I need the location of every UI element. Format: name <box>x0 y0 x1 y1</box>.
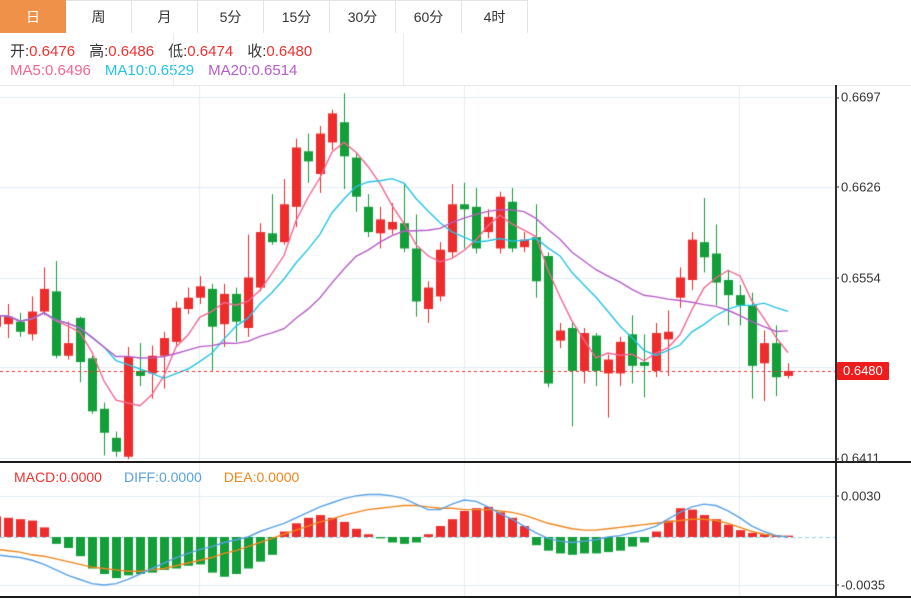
low-label: 低: <box>168 43 188 60</box>
ma10-value: 0.6529 <box>148 62 195 79</box>
quoteRow-high: 高:0.6486 <box>89 40 154 61</box>
ma-legend-row: MA5:0.6496 MA10:0.6529 MA20:0.6514 <box>10 62 311 79</box>
ma10-label: MA10: <box>104 62 149 79</box>
tab-timeframe-1[interactable]: 周 <box>66 0 132 33</box>
open-value: 0.6476 <box>29 43 76 60</box>
tab-timeframe-4[interactable]: 15分 <box>264 0 330 33</box>
close-label: 收: <box>247 43 267 60</box>
tick-mark <box>835 277 839 279</box>
ma5-label: MA5: <box>10 62 46 79</box>
high-value: 0.6486 <box>108 43 155 60</box>
y-axis-tick-label: 0.6411 <box>835 451 880 466</box>
y-axis-tick-label: 0.6697 <box>835 90 881 105</box>
macd-chart-canvas[interactable] <box>0 463 835 597</box>
y-axis-tick-label: 0.6554 <box>835 270 881 285</box>
tab-timeframe-7[interactable]: 4时 <box>462 0 528 33</box>
maRow-ma20: MA20:0.6514 <box>208 62 297 79</box>
tab-timeframe-0[interactable]: 日 <box>0 0 66 33</box>
diff-label: DIFF: <box>123 469 159 485</box>
dea-label: DEA: <box>223 469 257 485</box>
high-label: 高: <box>89 43 109 60</box>
tab-timeframe-6[interactable]: 60分 <box>396 0 462 33</box>
ma20-value: 0.6514 <box>251 62 298 79</box>
tick-mark <box>835 584 839 586</box>
maRow-ma10: MA10:0.6529 <box>105 62 194 79</box>
panel-separator <box>0 461 911 463</box>
tick-mark <box>835 186 839 188</box>
macd-value: 0.0000 <box>59 469 102 485</box>
macdRow-diff: DIFF:0.0000 <box>124 469 202 485</box>
diff-value: 0.0000 <box>158 469 202 485</box>
low-value: 0.6474 <box>187 43 234 60</box>
maRow-ma5: MA5:0.6496 <box>10 62 91 79</box>
y-axis-tick-label: 0.0030 <box>835 488 881 503</box>
timeframe-tabbar: 日周月 5分 15分 30分 60分 4时 <box>0 0 911 34</box>
info-divider <box>173 33 174 85</box>
macdRow-dea: DEA:0.0000 <box>224 469 300 485</box>
tick-mark <box>835 458 839 459</box>
tab-timeframe-5[interactable]: 30分 <box>330 0 396 33</box>
close-value: 0.6480 <box>266 43 313 60</box>
ohlc-row: 开:0.6476 高:0.6486 低:0.6474 收:0.6480 <box>10 40 326 61</box>
quoteRow-low: 低:0.6474 <box>168 40 233 61</box>
tab-timeframe-3[interactable]: 5分 <box>198 0 264 33</box>
quoteRow-close: 收:0.6480 <box>247 40 312 61</box>
tick-mark <box>835 97 839 98</box>
macd-legend-row: MACD:0.0000 DIFF:0.0000 DEA:0.0000 <box>14 469 321 485</box>
candlestick-chart-canvas[interactable] <box>0 85 835 462</box>
quote-info-panel: 开:0.6476 高:0.6486 低:0.6474 收:0.6480 MA5:0.6… <box>0 33 911 86</box>
y-axis-tick-label: 0.6626 <box>835 179 881 194</box>
y-axis-line <box>835 85 837 597</box>
last-price-badge: 0.6480 <box>837 361 889 380</box>
ma20-label: MA20: <box>208 62 252 79</box>
chart-bottom-border <box>0 596 911 598</box>
tick-mark <box>835 495 839 497</box>
macdRow-macd: MACD:0.0000 <box>14 469 102 485</box>
y-axis-tick-label: -0.0035 <box>835 577 885 592</box>
info-divider <box>403 33 404 85</box>
tab-timeframe-2[interactable]: 月 <box>132 0 198 33</box>
dea-value: 0.0000 <box>256 469 300 485</box>
macd-label: MACD: <box>14 469 60 485</box>
open-label: 开: <box>10 43 30 60</box>
quoteRow-open: 开:0.6476 <box>10 40 75 61</box>
ma5-value: 0.6496 <box>45 62 91 79</box>
